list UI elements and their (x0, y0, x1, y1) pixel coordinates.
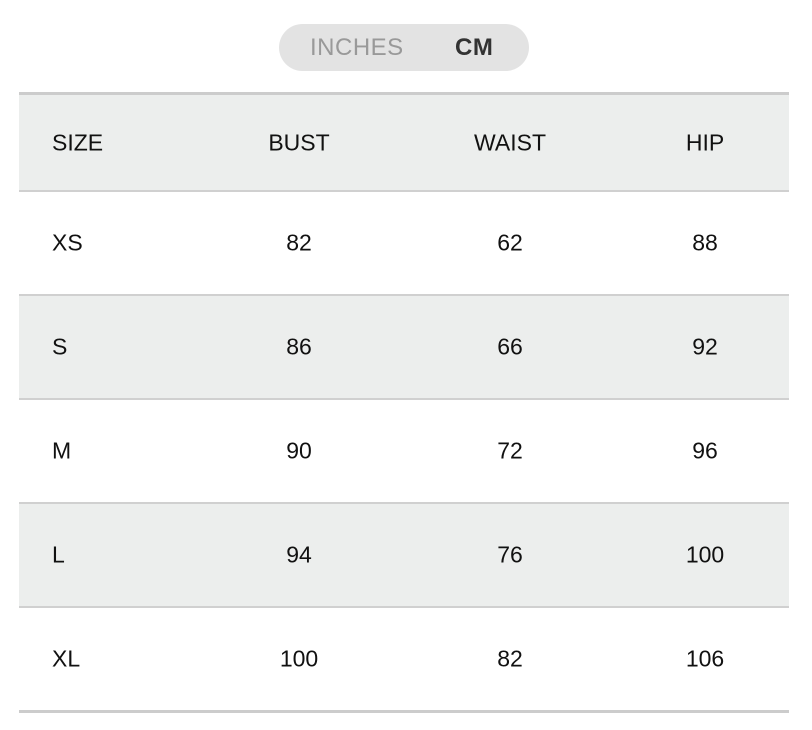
table-header: SIZE BUST WAIST HIP (19, 95, 789, 192)
inches-option[interactable]: INCHES (310, 33, 404, 61)
table-row: M 90 72 96 (19, 400, 789, 504)
unit-toggle[interactable]: INCHES CM (279, 24, 529, 71)
table-row: L 94 76 100 (19, 504, 789, 608)
table-row: XS 82 62 88 (19, 192, 789, 296)
table-row: XL 100 82 106 (19, 608, 789, 713)
table-cell: L (52, 541, 65, 568)
table-cell: XS (52, 229, 83, 256)
table-row: S 86 66 92 (19, 296, 789, 400)
size-chart-table: SIZE BUST WAIST HIP XS 82 62 88 S 86 66 92 M 90 72… (19, 92, 789, 713)
table-cell: S (52, 333, 68, 360)
cm-option[interactable]: CM (455, 33, 494, 61)
table-cell: M (52, 437, 72, 464)
header-size: SIZE (52, 129, 104, 155)
table-cell: XL (52, 645, 81, 672)
